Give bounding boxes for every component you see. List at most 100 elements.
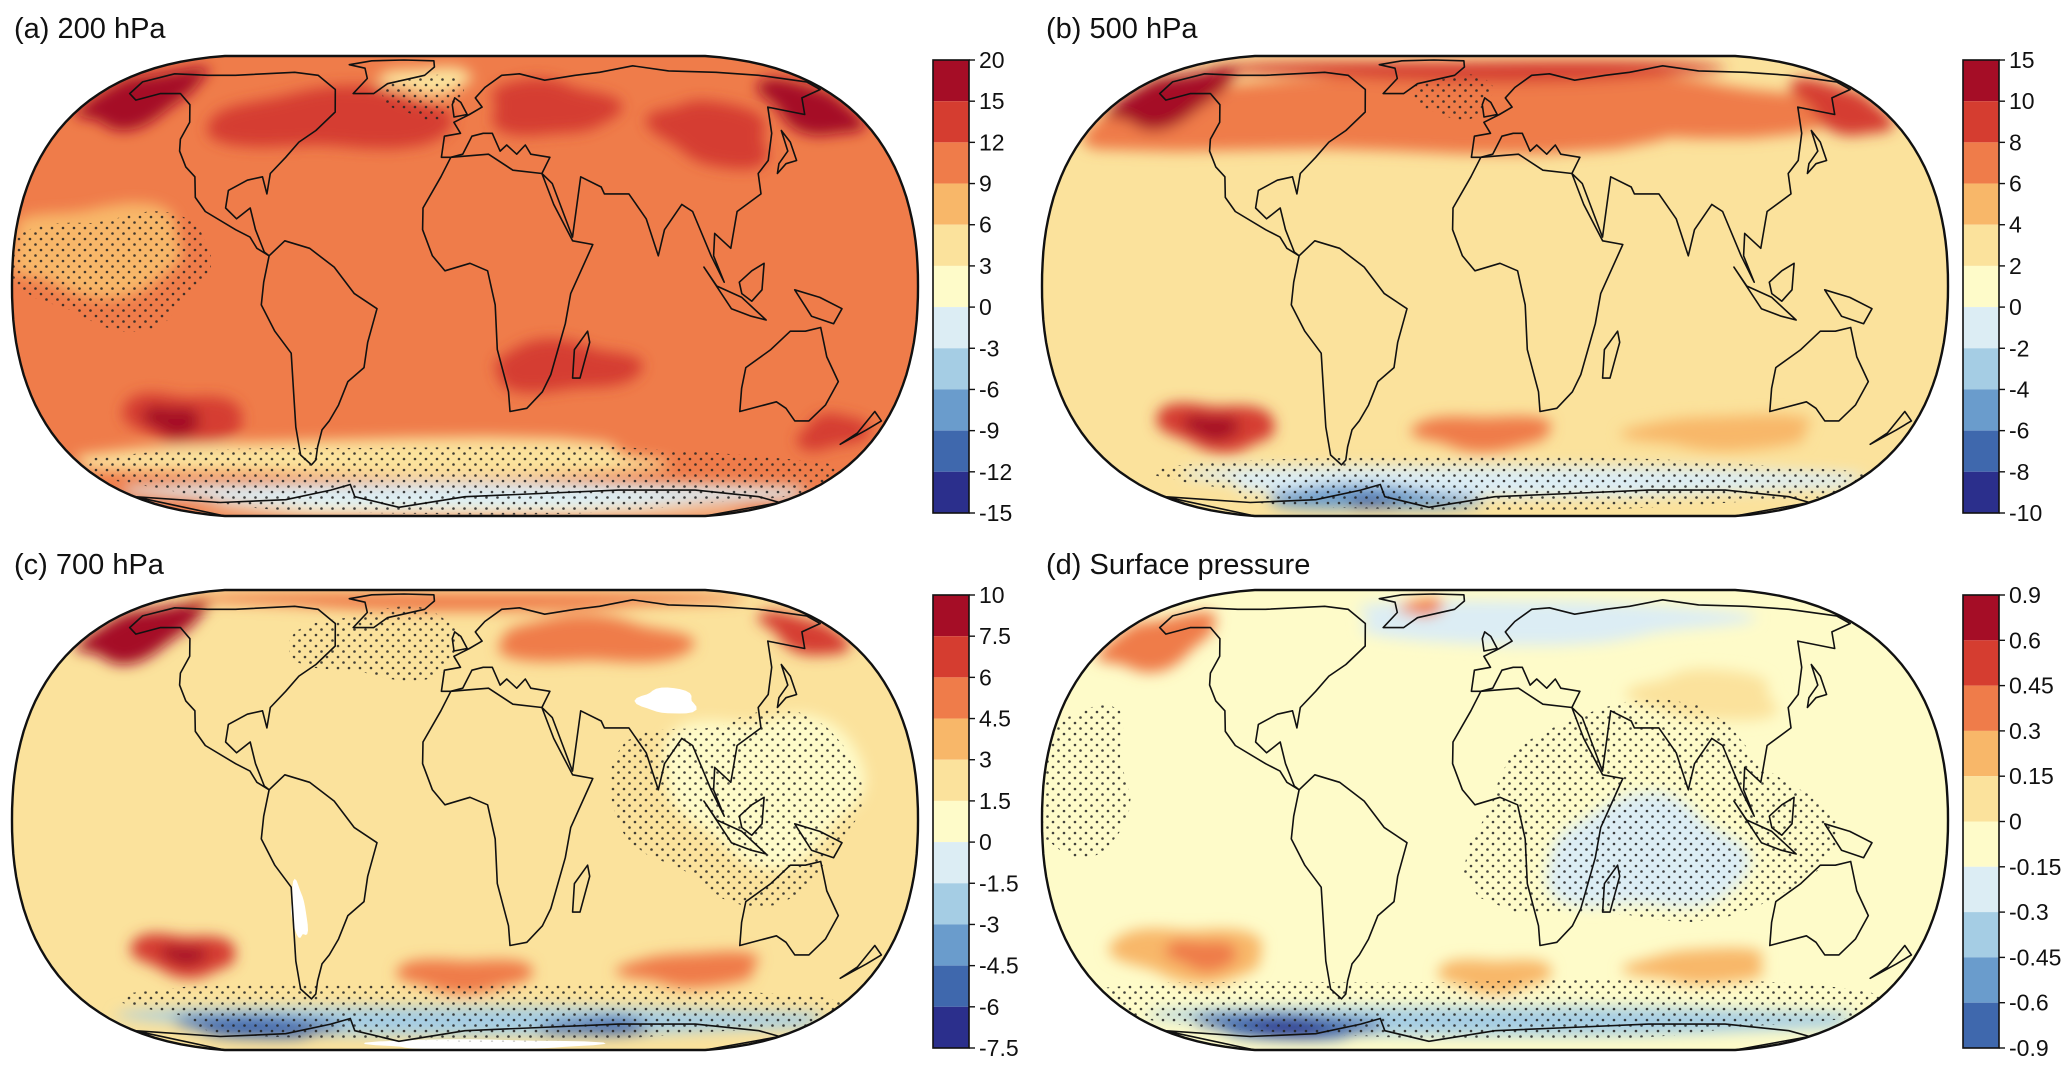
anomaly-contour	[615, 951, 760, 988]
coastline-indonesia	[1733, 800, 1797, 855]
coastline-new-zealand	[1869, 410, 1913, 446]
coastline-new-zealand	[839, 944, 883, 980]
colorbar-tick-label: 15	[979, 88, 1005, 114]
colorbar-swatch	[933, 883, 969, 925]
significance-stipple	[382, 74, 465, 121]
colorbar-swatch	[1963, 730, 1999, 777]
colorbar-swatch	[1963, 866, 1999, 913]
colorbar-tick-label: -9	[979, 418, 999, 444]
colorbar-swatch	[933, 677, 969, 719]
coastline-new-guinea	[1823, 823, 1873, 859]
coastline-australia	[1769, 326, 1870, 422]
colorbar-tick-label: -0.3	[2009, 899, 2049, 925]
colorbar-swatch	[1963, 142, 1999, 184]
colorbar-swatch	[933, 471, 969, 513]
colorbar-swatch	[933, 718, 969, 760]
colorbar-swatch	[1963, 912, 1999, 958]
coastline-uk	[451, 97, 468, 118]
coastline-uk	[451, 631, 468, 652]
coastline-australia	[739, 326, 840, 422]
panel-a: (a) 200 hPa 20 15 12 9 6 3 0 -3 -6 -9 -12 -15	[10, 13, 1012, 526]
map-frame	[10, 54, 920, 518]
coastline-japan	[776, 663, 798, 709]
colorbar-tick-label: -4.5	[979, 953, 1019, 979]
coastline-new-guinea	[1823, 289, 1873, 325]
field-background	[1042, 56, 1948, 516]
coastlines	[128, 593, 883, 1050]
colorbar-200-hpa: 20 15 12 9 6 3 0 -3 -6 -9 -12 -15	[932, 47, 1012, 526]
anomaly-contour	[1356, 600, 1759, 646]
colorbar-swatch	[1963, 957, 1999, 1003]
coastline-north-america	[1158, 71, 1367, 257]
coastline-uk	[1481, 631, 1498, 652]
coastline-uk	[1481, 97, 1498, 118]
colorbar-tick-label: -3	[979, 911, 999, 937]
panel-title: (d) Surface pressure	[1046, 549, 1310, 581]
colorbar-tick-label: -0.45	[2009, 944, 2061, 970]
coastline-antarctica	[133, 483, 781, 516]
anomaly-contour	[142, 406, 200, 439]
coastline-eurasia	[440, 599, 821, 817]
colorbar-frame	[1962, 59, 2000, 514]
colorbar-tick-label: 20	[979, 47, 1005, 73]
coastline-madagascar	[571, 864, 591, 913]
map-surface-pressure	[1040, 588, 1950, 1052]
colorbar-tick-label: 8	[2009, 129, 2022, 155]
coastline-borneo	[1768, 796, 1795, 836]
map-frame	[1040, 588, 1950, 1052]
colorbar-tick-label: 4	[2009, 212, 2022, 238]
coastline-japan	[1806, 129, 1828, 175]
panel-title: (b) 500 hPa	[1046, 13, 1198, 45]
colorbar-tick-label: -8	[2009, 459, 2029, 485]
anomaly-contour	[1410, 416, 1552, 453]
colorbar-swatch	[1963, 685, 1999, 731]
colorbar-swatch	[933, 595, 969, 637]
colorbar-swatch	[1963, 348, 1999, 390]
anomaly-contour	[1397, 598, 1444, 617]
coastline-africa	[1451, 687, 1624, 947]
coastline-eurasia	[1470, 599, 1851, 817]
colorbar-tick-label: -7.5	[979, 1035, 1019, 1061]
map-frame	[1040, 54, 1950, 518]
colorbar-tick-label: 10	[2009, 88, 2035, 114]
colorbar-tick-label: 12	[979, 129, 1005, 155]
coastline-japan	[776, 129, 798, 175]
coastline-north-america	[128, 71, 337, 257]
significance-stipple	[1042, 704, 1131, 859]
colorbar-swatch	[933, 430, 969, 472]
colorbar-tick-label: 0	[979, 829, 992, 855]
colorbar-tick-label: 0	[979, 294, 992, 320]
coastline-africa	[421, 687, 594, 947]
coastline-new-zealand	[839, 410, 883, 446]
panel-title: (c) 700 hPa	[14, 549, 165, 581]
colorbar-swatch	[1963, 430, 1999, 472]
anomaly-contour	[74, 601, 211, 666]
coastline-australia	[1769, 860, 1870, 956]
colorbar-tick-label: 6	[979, 212, 992, 238]
anomaly-contour	[757, 611, 851, 656]
colorbar-swatch	[1963, 265, 1999, 308]
colorbar-500-hpa: 15 10 8 6 4 2 0 -2 -4 -6 -8 -10	[1962, 47, 2042, 526]
colorbar-tick-label: 6	[2009, 171, 2022, 197]
colorbar-swatch	[933, 265, 969, 308]
colorbar-tick-label: 0.9	[2009, 582, 2041, 608]
colorbar-tick-label: 10	[979, 582, 1005, 608]
coastline-greenland	[348, 593, 436, 629]
colorbar-swatch	[933, 924, 969, 966]
significance-stipple	[288, 606, 460, 682]
colorbar-tick-label: -15	[979, 500, 1012, 526]
colorbar-tick-label: 4.5	[979, 706, 1011, 732]
colorbar-swatch	[1963, 595, 1999, 641]
colorbar-swatch	[933, 60, 969, 102]
coastline-south-america	[1290, 240, 1408, 466]
colorbar-tick-label: -0.9	[2009, 1035, 2049, 1061]
colorbar-swatch	[933, 1006, 969, 1048]
anomaly-contour	[1094, 612, 1216, 673]
significance-stipple	[1412, 74, 1495, 121]
colorbar-tick-label: -10	[2009, 500, 2042, 526]
coastline-eurasia	[440, 65, 821, 283]
colorbar-swatch	[933, 759, 969, 801]
colorbar-swatch	[933, 348, 969, 390]
anomaly-contour	[491, 78, 623, 136]
colorbar-tick-label: 0	[2009, 809, 2022, 835]
